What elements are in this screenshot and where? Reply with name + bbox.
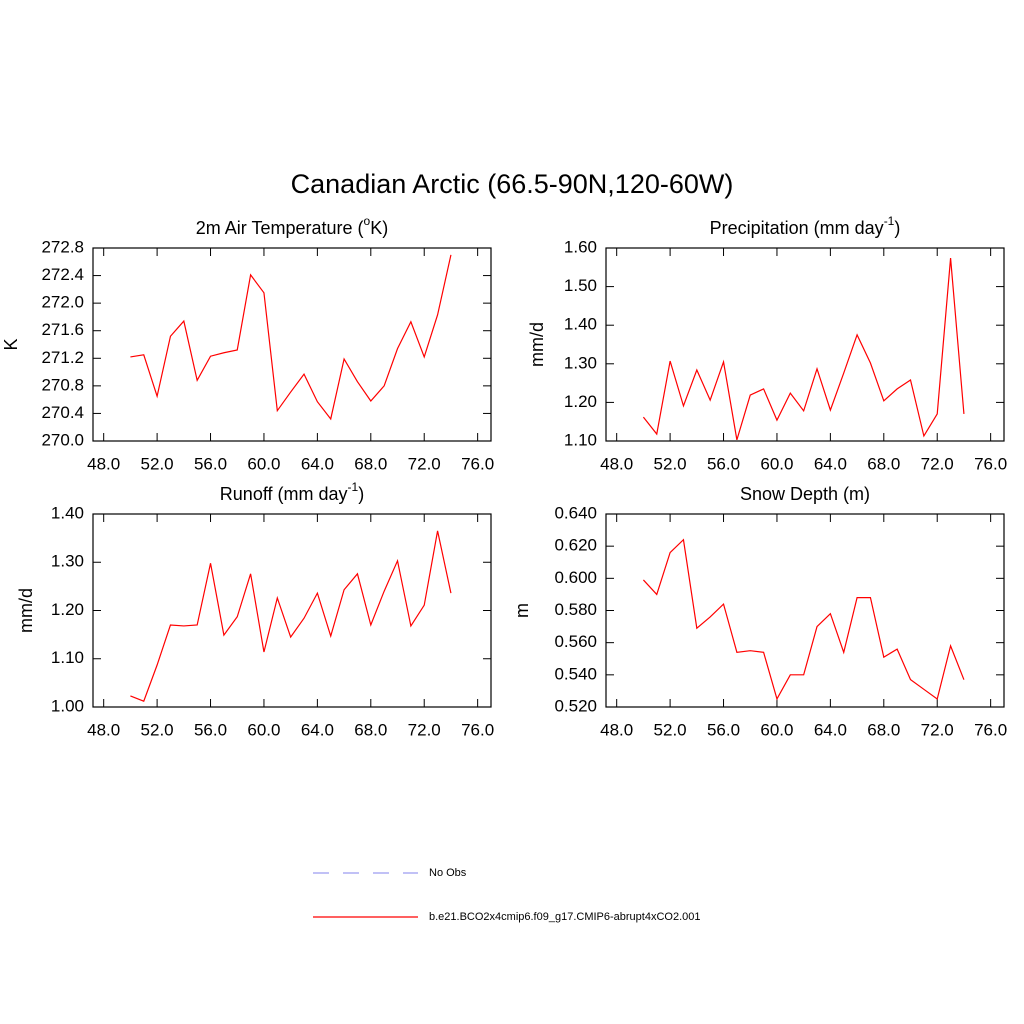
x-tick-label: 72.0 — [921, 720, 954, 739]
x-tick-label: 52.0 — [654, 720, 687, 739]
y-tick-label: 270.0 — [41, 430, 84, 449]
y-tick-label: 1.40 — [51, 503, 84, 522]
plot-frame — [605, 513, 1005, 708]
y-tick-label: 0.620 — [554, 536, 597, 555]
legend-label: b.e21.BCO2x4cmip6.f09_g17.CMIP6-abrupt4x… — [429, 911, 701, 923]
x-tick-label: 48.0 — [600, 454, 633, 473]
y-tick-label: 0.580 — [554, 600, 597, 619]
x-tick-label: 72.0 — [921, 454, 954, 473]
y-tick-label: 1.10 — [51, 648, 84, 667]
y-tick-label: 272.0 — [41, 293, 84, 312]
data-line — [130, 254, 452, 421]
y-axis-label: K — [1, 338, 21, 350]
x-tick-label: 56.0 — [707, 720, 740, 739]
y-tick-label: 1.20 — [564, 392, 597, 411]
x-tick-label: 60.0 — [760, 454, 793, 473]
legend-label: No Obs — [429, 867, 467, 879]
x-tick-label: 52.0 — [141, 720, 174, 739]
y-tick-label: 0.560 — [554, 632, 597, 651]
x-tick-label: 60.0 — [247, 720, 280, 739]
x-tick-label: 60.0 — [760, 720, 793, 739]
x-tick-label: 72.0 — [408, 454, 441, 473]
y-tick-label: 1.10 — [564, 430, 597, 449]
y-axis-label: mm/d — [527, 322, 547, 367]
title-part: ) — [894, 218, 900, 238]
x-tick-label: 76.0 — [461, 720, 494, 739]
x-tick-label: 56.0 — [194, 454, 227, 473]
plot-frame — [92, 247, 492, 442]
x-tick-label: 48.0 — [87, 720, 120, 739]
x-tick-label: 56.0 — [707, 454, 740, 473]
title-part: ) — [358, 484, 364, 504]
x-tick-label: 76.0 — [974, 720, 1007, 739]
x-tick-label: 76.0 — [461, 454, 494, 473]
panel-title: 2m Air Temperature (oK) — [196, 214, 388, 238]
data-line — [130, 530, 452, 702]
title-part: 2m Air Temperature ( — [196, 218, 364, 238]
x-tick-label: 60.0 — [247, 454, 280, 473]
y-tick-label: 1.30 — [51, 552, 84, 571]
figure-title: Canadian Arctic (66.5-90N,120-60W) — [291, 169, 734, 199]
y-tick-label: 1.50 — [564, 276, 597, 295]
title-part: Precipitation (mm day — [710, 218, 884, 238]
y-tick-label: 271.6 — [41, 320, 84, 339]
y-tick-label: 0.640 — [554, 503, 597, 522]
x-tick-label: 64.0 — [814, 720, 847, 739]
y-tick-label: 270.8 — [41, 375, 84, 394]
x-tick-label: 68.0 — [867, 454, 900, 473]
panel-title: Precipitation (mm day-1) — [710, 214, 901, 238]
x-tick-label: 76.0 — [974, 454, 1007, 473]
x-tick-label: 64.0 — [814, 454, 847, 473]
x-tick-label: 56.0 — [194, 720, 227, 739]
y-axis-label: m — [512, 603, 532, 618]
panel-title: Snow Depth (m) — [740, 484, 870, 504]
x-tick-label: 68.0 — [354, 720, 387, 739]
y-tick-label: 272.8 — [41, 237, 84, 256]
x-tick-label: 68.0 — [867, 720, 900, 739]
data-line — [642, 538, 965, 701]
x-tick-label: 72.0 — [408, 720, 441, 739]
y-tick-label: 0.600 — [554, 568, 597, 587]
title-part: K) — [370, 218, 388, 238]
title-part: Snow Depth (m) — [740, 484, 870, 504]
plot-frame — [605, 247, 1005, 442]
y-tick-label: 1.00 — [51, 696, 84, 715]
x-tick-label: 52.0 — [654, 454, 687, 473]
y-tick-label: 1.30 — [564, 353, 597, 372]
panel-title: Runoff (mm day-1) — [220, 480, 364, 504]
x-tick-label: 48.0 — [87, 454, 120, 473]
title-superscript: -1 — [884, 214, 895, 228]
y-tick-label: 271.2 — [41, 348, 84, 367]
y-tick-label: 0.540 — [554, 664, 597, 683]
y-tick-label: 272.4 — [41, 265, 84, 284]
x-tick-label: 64.0 — [301, 454, 334, 473]
x-tick-label: 64.0 — [301, 720, 334, 739]
x-tick-label: 52.0 — [141, 454, 174, 473]
x-tick-label: 48.0 — [600, 720, 633, 739]
data-line — [642, 257, 965, 441]
y-tick-label: 1.20 — [51, 600, 84, 619]
y-axis-label: mm/d — [16, 588, 36, 633]
title-superscript: o — [364, 214, 371, 228]
y-tick-label: 1.60 — [564, 237, 597, 256]
x-tick-label: 68.0 — [354, 454, 387, 473]
title-part: Runoff (mm day — [220, 484, 348, 504]
y-tick-label: 1.40 — [564, 315, 597, 334]
title-superscript: -1 — [348, 480, 359, 494]
y-tick-label: 270.4 — [41, 403, 84, 422]
y-tick-label: 0.520 — [554, 696, 597, 715]
